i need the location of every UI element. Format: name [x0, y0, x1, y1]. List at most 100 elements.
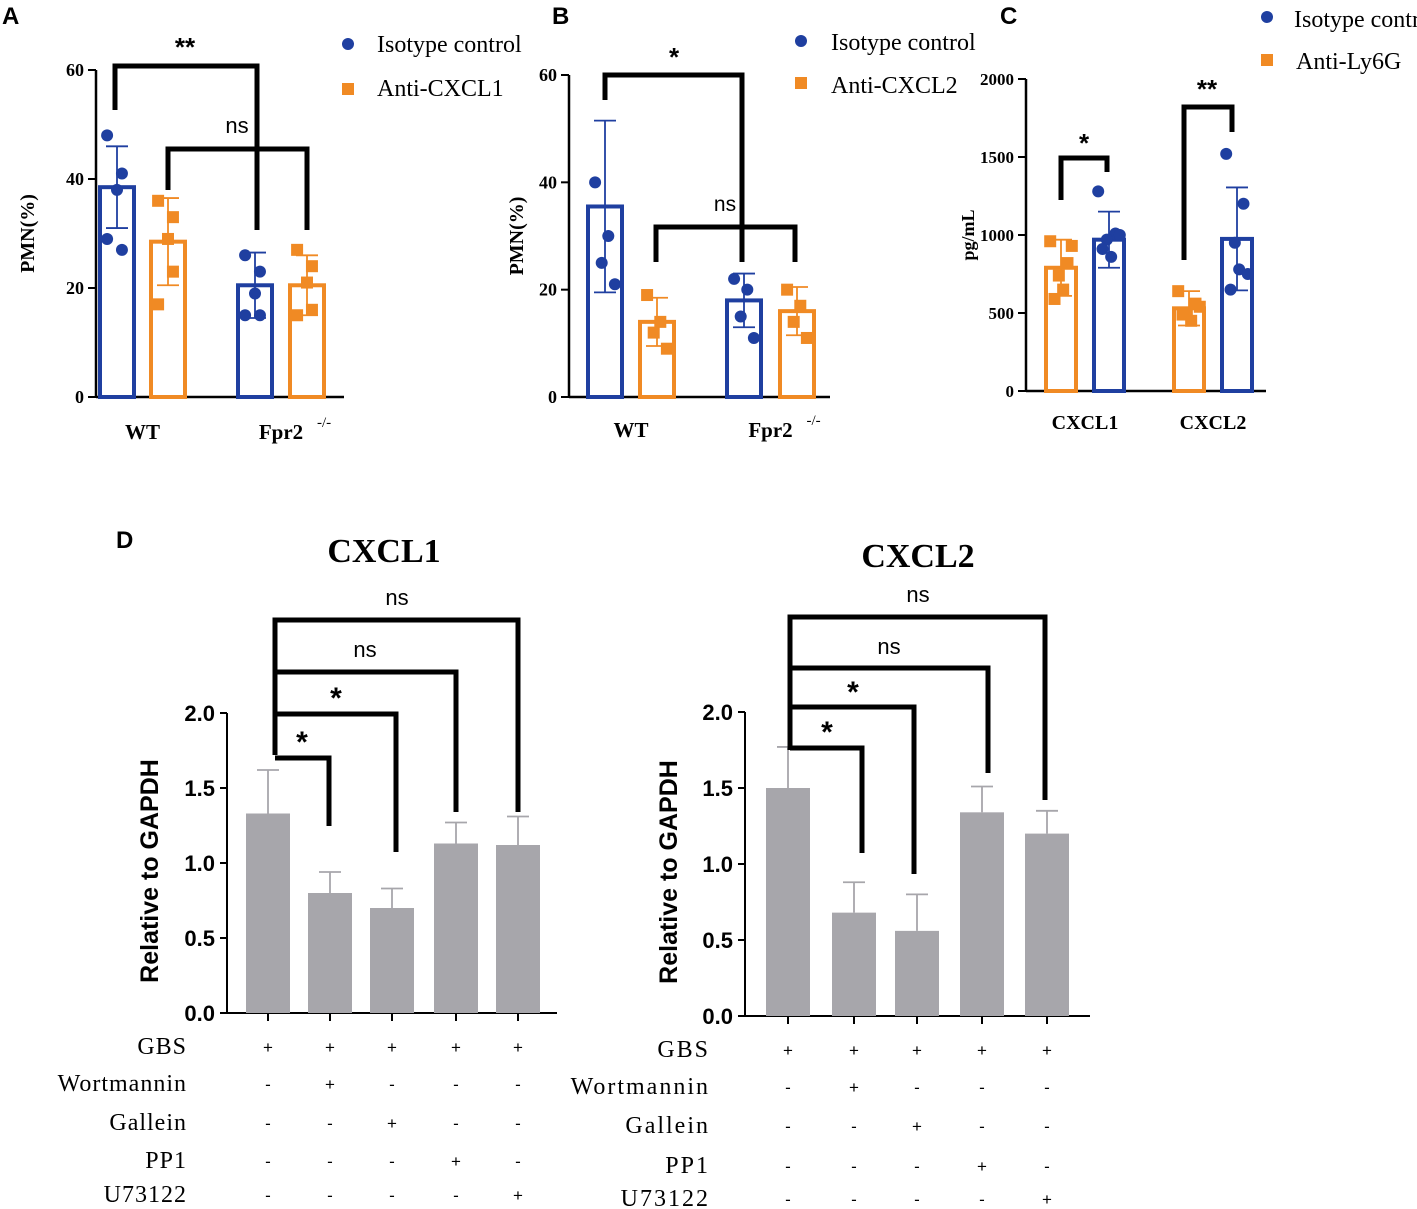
data-point-orange — [305, 303, 318, 316]
significance-label: ns — [714, 193, 736, 216]
treatment-mark: - — [979, 1190, 985, 1209]
treatment-mark: + — [849, 1041, 859, 1060]
significance-bracket — [272, 617, 521, 812]
bar-gray — [1025, 833, 1069, 1016]
treatment-mark: - — [851, 1157, 857, 1176]
treatment-label: Gallein — [109, 1110, 187, 1136]
data-point-orange — [166, 265, 179, 278]
treatment-mark: + — [325, 1038, 335, 1057]
bar-gray — [496, 845, 540, 1013]
legend-marker-orange — [795, 77, 807, 89]
significance-bracket — [653, 224, 798, 262]
y-tick-label: 20 — [539, 280, 557, 300]
data-point-blue — [253, 309, 266, 322]
legend-marker-orange — [1261, 54, 1273, 66]
data-point-orange — [162, 232, 174, 245]
significance-label: ns — [906, 582, 929, 607]
y-tick-label: 1.0 — [702, 852, 733, 877]
bar-gray — [370, 908, 414, 1013]
treatment-mark: - — [979, 1078, 985, 1097]
significance-bracket — [275, 755, 332, 826]
treatment-mark: - — [453, 1114, 459, 1133]
bar-gray — [766, 788, 810, 1016]
significance-bracket — [790, 745, 865, 853]
data-point-orange — [781, 283, 794, 296]
significance-label: ns — [385, 585, 408, 610]
significance-bracket — [275, 711, 399, 852]
treatment-mark: - — [265, 1075, 271, 1094]
data-point-orange — [166, 211, 179, 224]
significance-label: ns — [353, 637, 376, 662]
y-tick-label: 0.0 — [184, 1001, 215, 1026]
significance-bracket — [1181, 104, 1235, 260]
treatment-mark: - — [453, 1186, 459, 1205]
y-tick-label: 2000 — [980, 70, 1014, 89]
data-point-blue — [101, 232, 114, 245]
legend-label: Anti-CXCL1 — [377, 76, 504, 102]
data-point-blue — [1100, 233, 1113, 246]
data-point-blue — [101, 129, 114, 142]
significance-label: ** — [1197, 74, 1218, 104]
data-point-blue — [115, 243, 128, 256]
data-point-blue — [111, 183, 123, 196]
data-point-orange — [800, 331, 813, 344]
treatment-mark: - — [1044, 1157, 1050, 1176]
treatment-mark: - — [785, 1157, 791, 1176]
legend-marker-blue — [795, 35, 807, 47]
y-tick-label: 0.5 — [702, 928, 733, 953]
significance-label: ** — [175, 32, 196, 62]
treatment-mark: + — [912, 1041, 922, 1060]
treatment-mark: - — [785, 1117, 791, 1136]
treatment-mark: - — [914, 1078, 920, 1097]
y-tick-label: 0.0 — [702, 1004, 733, 1029]
y-tick-label: 40 — [66, 169, 84, 189]
data-point-blue — [734, 310, 747, 323]
data-point-blue — [595, 256, 608, 269]
data-point-orange — [301, 276, 313, 289]
treatment-mark: - — [1044, 1117, 1050, 1136]
data-point-orange — [305, 260, 318, 273]
y-tick-label: 0 — [1006, 382, 1015, 401]
treatment-mark: + — [387, 1114, 397, 1133]
legend-label: Isotype control — [377, 32, 522, 58]
y-tick-label: 500 — [989, 304, 1015, 323]
significance-label: * — [669, 42, 680, 72]
significance-label: * — [821, 716, 833, 749]
data-point-orange — [794, 299, 807, 312]
legend-marker-orange — [342, 83, 354, 95]
data-point-orange — [647, 326, 660, 339]
y-tick-label: 2.0 — [184, 701, 215, 726]
treatment-mark: - — [515, 1114, 521, 1133]
bar-gray — [832, 912, 876, 1016]
data-point-orange — [1065, 239, 1078, 252]
treatment-mark: - — [1044, 1078, 1050, 1097]
significance-bracket — [787, 614, 1048, 800]
x-category-label: Fpr2 — [259, 420, 303, 444]
treatment-label: PP1 — [145, 1148, 187, 1174]
y-tick-label: 0 — [75, 387, 84, 407]
data-point-blue — [1092, 185, 1105, 198]
data-point-orange — [654, 315, 667, 328]
treatment-mark: - — [785, 1190, 791, 1209]
significance-label: * — [1079, 128, 1090, 158]
data-point-blue — [253, 265, 266, 278]
treatment-mark: - — [327, 1186, 333, 1205]
legend-marker-blue — [1261, 11, 1273, 23]
treatment-mark: + — [325, 1075, 335, 1094]
treatment-mark: + — [263, 1038, 273, 1057]
y-tick-label: 2.0 — [702, 700, 733, 725]
data-point-blue — [589, 176, 602, 189]
y-tick-label: 1.0 — [184, 851, 215, 876]
y-tick-label: 1000 — [980, 226, 1014, 245]
data-point-blue — [249, 287, 261, 300]
significance-label: ns — [225, 113, 248, 138]
y-tick-label: 1.5 — [184, 776, 215, 801]
treatment-label: U73122 — [621, 1186, 710, 1209]
data-point-blue — [239, 249, 252, 262]
treatment-mark: + — [849, 1078, 859, 1097]
y-axis-title: Relative to GAPDH — [655, 760, 683, 984]
treatment-mark: - — [851, 1190, 857, 1209]
legend-marker-blue — [342, 38, 354, 50]
chart-title: CXCL2 — [861, 538, 974, 575]
treatment-mark: + — [912, 1117, 922, 1136]
